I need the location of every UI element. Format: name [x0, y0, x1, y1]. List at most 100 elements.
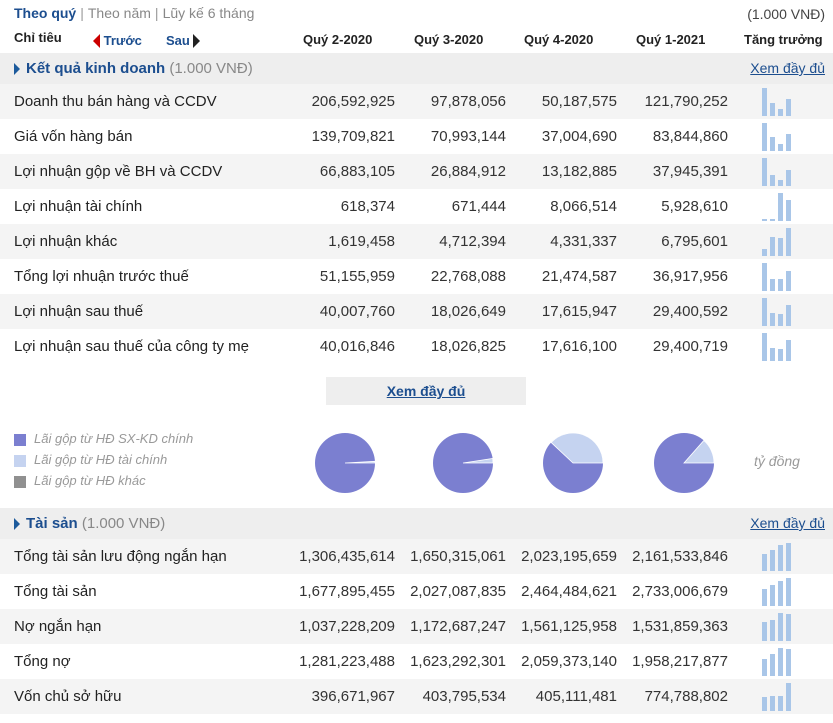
row-value: 26,884,912	[430, 163, 506, 180]
sparkline-bar	[786, 649, 791, 676]
growth-sparkline[interactable]	[760, 263, 796, 291]
row-value: 22,768,088	[430, 268, 506, 285]
growth-sparkline[interactable]	[760, 543, 796, 571]
row-value: 1,958,217,877	[632, 653, 728, 670]
row-value: 1,531,859,363	[632, 618, 728, 635]
view-full-link[interactable]: Xem đầy đủ	[386, 383, 466, 399]
row-value: 2,161,533,846	[632, 548, 728, 565]
assets-unit: (1.000 VNĐ)	[81, 515, 166, 532]
row-value: 1,623,292,301	[410, 653, 506, 670]
growth-sparkline[interactable]	[760, 228, 796, 256]
prev-button[interactable]: Trước	[93, 32, 142, 48]
row-value: 2,464,484,621	[521, 583, 617, 600]
assets-section-header: Tài sản (1.000 VNĐ) Xem đầy đủ	[0, 508, 833, 540]
unit-label: (1.000 VNĐ)	[747, 6, 825, 22]
growth-sparkline[interactable]	[760, 683, 796, 711]
table-row: Doanh thu bán hàng và CCDV 206,592,925 97,…	[0, 84, 833, 119]
growth-sparkline[interactable]	[760, 123, 796, 151]
row-label: Giá vốn hàng bán	[14, 128, 133, 145]
row-value: 29,400,719	[652, 338, 728, 355]
row-value: 121,790,252	[644, 93, 728, 110]
growth-sparkline[interactable]	[760, 158, 796, 186]
sparkline-bar	[786, 614, 791, 641]
sparkline-bar	[778, 581, 783, 606]
next-button[interactable]: Sau	[166, 32, 201, 48]
row-label: Tổng tài sản lưu động ngắn hạn	[14, 548, 227, 565]
sparkline-bar	[778, 349, 783, 361]
row-value: 139,709,821	[311, 128, 395, 145]
sparkline-bar	[778, 696, 783, 711]
sparkline-bar	[762, 158, 767, 186]
growth-sparkline[interactable]	[760, 298, 796, 326]
row-label: Lợi nhuận gộp về BH và CCDV	[14, 163, 223, 180]
table-row: Tổng tài sản 1,677,895,455 2,027,087,835 2,…	[0, 574, 833, 609]
row-value: 18,026,649	[430, 303, 506, 320]
row-value: 8,066,514	[550, 198, 617, 215]
row-value: 2,027,087,835	[410, 583, 506, 600]
table-row: Lợi nhuận gộp về BH và CCDV 66,883,105 26,…	[0, 154, 833, 189]
section-triangle-icon	[14, 63, 20, 75]
tab-year[interactable]: Theo năm	[87, 5, 151, 21]
sparkline-bar	[770, 279, 775, 291]
sparkline-bar	[778, 180, 783, 186]
legend-label: Lãi gộp từ HĐ khác	[34, 473, 146, 488]
growth-header: Tăng trưởng	[744, 32, 823, 47]
legend-item: Lãi gộp từ HĐ tài chính	[14, 452, 167, 467]
legend-label: Lãi gộp từ HĐ tài chính	[34, 452, 168, 467]
row-value: 4,331,337	[550, 233, 617, 250]
sparkline-bar	[770, 313, 775, 326]
growth-sparkline[interactable]	[760, 578, 796, 606]
sparkline-bar	[786, 271, 791, 291]
business-more-link[interactable]: Xem đầy đủ	[750, 60, 825, 76]
growth-sparkline[interactable]	[760, 333, 796, 361]
growth-sparkline[interactable]	[760, 613, 796, 641]
gross-profit-pie	[543, 432, 604, 493]
pie-slice-financial	[683, 439, 715, 464]
row-value: 1,172,687,247	[410, 618, 506, 635]
sparkline-bar	[770, 237, 775, 256]
growth-sparkline[interactable]	[760, 88, 796, 116]
row-label: Tổng lợi nhuận trước thuế	[14, 268, 189, 285]
row-value: 1,677,895,455	[299, 583, 395, 600]
row-label: Vốn chủ sở hữu	[14, 688, 122, 705]
row-value: 405,111,481	[535, 688, 617, 705]
business-title: Kết quả kinh doanh	[26, 60, 166, 77]
sparkline-bar	[786, 170, 791, 186]
sparkline-bar	[770, 137, 775, 151]
sparkline-bar	[786, 305, 791, 326]
growth-sparkline[interactable]	[760, 193, 796, 221]
section-triangle-icon	[14, 518, 20, 530]
row-value: 1,650,315,061	[410, 548, 506, 565]
view-full-button[interactable]: Xem đầy đủ	[326, 377, 526, 405]
assets-more-link[interactable]: Xem đầy đủ	[750, 515, 825, 531]
tab-ytd[interactable]: Lũy kế 6 tháng	[162, 5, 255, 21]
sparkline-bar	[786, 578, 791, 606]
business-section-header: Kết quả kinh doanh (1.000 VNĐ) Xem đầy đ…	[0, 53, 833, 85]
period-header: Quý 1-2021	[636, 32, 706, 47]
period-header: Quý 4-2020	[524, 32, 594, 47]
row-label: Nợ ngắn hạn	[14, 618, 102, 635]
growth-sparkline[interactable]	[760, 648, 796, 676]
row-label: Doanh thu bán hàng và CCDV	[14, 93, 217, 110]
table-row: Lợi nhuận sau thuế của công ty mẹ 40,016,…	[0, 329, 833, 364]
row-value: 40,007,760	[319, 303, 395, 320]
sparkline-bar	[762, 263, 767, 291]
tab-quarter[interactable]: Theo quý	[14, 5, 77, 21]
pie-unit-label: tỷ đồng	[754, 453, 800, 469]
row-label: Lợi nhuận sau thuế của công ty mẹ	[14, 338, 249, 355]
business-title-wrap: Kết quả kinh doanh (1.000 VNĐ)	[26, 60, 253, 77]
row-value: 17,616,100	[541, 338, 617, 355]
row-value: 51,155,959	[319, 268, 395, 285]
row-value: 66,883,105	[319, 163, 395, 180]
sparkline-bar	[778, 314, 783, 326]
sparkline-bar	[762, 333, 767, 361]
legend-swatch	[14, 433, 26, 446]
sparkline-bar	[770, 219, 775, 221]
sparkline-bar	[762, 697, 767, 711]
sparkline-bar	[770, 348, 775, 361]
row-value: 1,037,228,209	[299, 618, 395, 635]
prev-label: Trước	[103, 33, 142, 49]
sparkline-bar	[786, 340, 791, 361]
sparkline-bar	[778, 613, 783, 641]
sparkline-bar	[778, 238, 783, 256]
